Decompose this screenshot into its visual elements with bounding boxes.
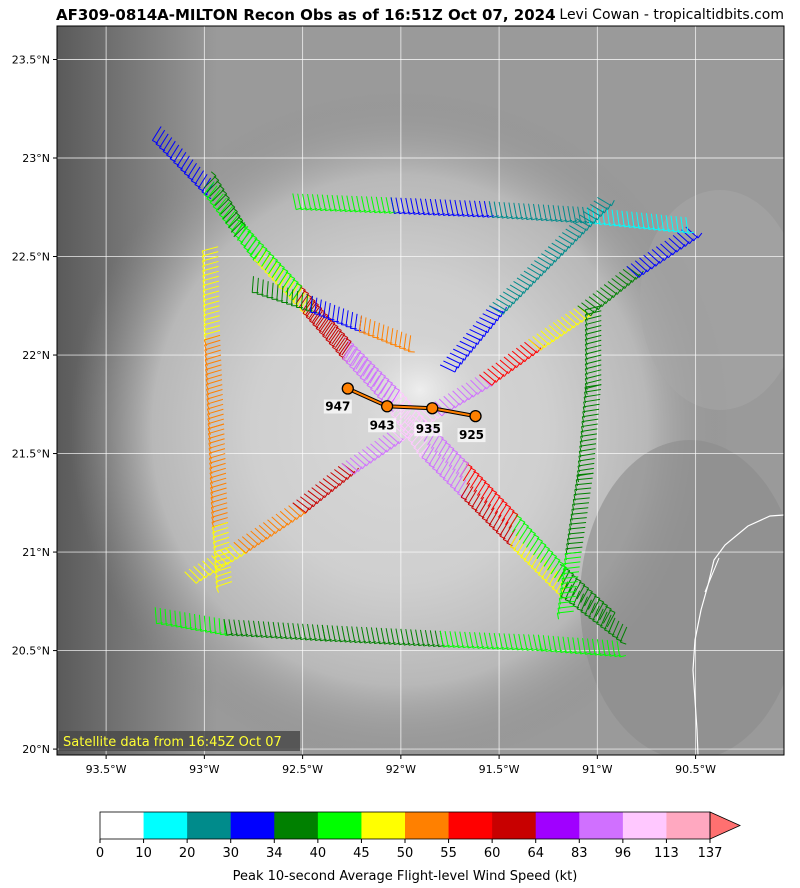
center-fix-marker	[469, 409, 482, 423]
colorbar-tick-label: 40	[310, 846, 327, 861]
colorbar-segment	[230, 812, 275, 839]
colorbar-segment	[274, 812, 319, 839]
wind-barb-segment	[251, 276, 318, 313]
colorbar-segment	[579, 812, 624, 839]
fix-track-line	[347, 387, 476, 418]
colorbar-segment	[361, 812, 406, 839]
wind-barb-segment	[203, 334, 225, 435]
pressure-label-bg	[457, 428, 486, 443]
wind-barb-segment	[528, 305, 595, 351]
colorbar-tick-label: 20	[179, 846, 196, 861]
colorbar-segment	[187, 812, 232, 839]
credit-text: Levi Cowan - tropicaltidbits.com	[559, 7, 784, 23]
lat-tick-label: 23°N	[22, 152, 50, 165]
colorbar-segment	[666, 812, 711, 839]
colorbar-tick-label: 10	[135, 846, 152, 861]
lat-tick-label: 23.5°N	[12, 53, 50, 66]
colorbar-extend-arrow	[709, 811, 741, 840]
wind-barb-segment	[577, 265, 644, 317]
wind-barb-segment	[358, 315, 415, 353]
lat-tick-label: 22.5°N	[12, 251, 50, 264]
wind-barb-segment	[309, 295, 366, 333]
satellite-background	[57, 26, 784, 755]
colorbar-segment	[100, 812, 145, 839]
pressure-label: 925	[459, 428, 484, 442]
wind-barb-segment	[233, 219, 303, 301]
wind-barb-segment	[556, 551, 582, 620]
lat-tick-label: 20°N	[22, 743, 50, 756]
wind-barb-segment	[547, 196, 615, 256]
colorbar-tick-label: 0	[96, 846, 104, 861]
wind-barb-segment	[421, 443, 471, 501]
wind-barb-segment	[207, 423, 229, 534]
lon-tick-label: 92.5°W	[282, 763, 323, 776]
colorbar-tick-label: 113	[654, 846, 679, 861]
wind-barb-segment	[321, 624, 450, 648]
colorbar-tick-label: 137	[698, 846, 723, 861]
center-fix-marker	[341, 382, 354, 395]
lon-tick-label: 93.5°W	[86, 763, 127, 776]
colorbar: 0 10 20 30 34 40 45 50 55 60 64 83 96 113 137	[96, 811, 741, 861]
colorbar-tick-label: 30	[222, 846, 239, 861]
pressure-label-bg	[323, 399, 352, 414]
colorbar-segment	[405, 812, 450, 839]
satellite-note: Satellite data from 16:45Z Oct 07	[63, 735, 282, 750]
colorbar-segment	[535, 812, 580, 839]
lat-tick-label: 21°N	[22, 546, 50, 559]
pressure-label: 935	[416, 422, 441, 436]
pressure-label-bg	[368, 418, 397, 433]
wind-barb-segment	[154, 607, 232, 636]
center-fix-marker	[426, 402, 439, 415]
pressure-label-bg	[414, 422, 443, 437]
wind-barb-segment	[390, 197, 499, 218]
colorbar-segment	[448, 812, 493, 839]
colorbar-tick-label: 60	[484, 846, 501, 861]
wind-barb-segment	[537, 634, 627, 658]
colorbar-tick-label: 45	[353, 846, 370, 861]
lat-tick-label: 21.5°N	[12, 448, 50, 461]
lon-tick-label: 91°W	[582, 763, 612, 776]
wind-barb-segment	[460, 482, 520, 550]
wind-barb-segment	[576, 384, 602, 483]
colorbar-tick-label: 34	[266, 846, 283, 861]
lat-tick-label: 22°N	[22, 349, 50, 362]
colorbar-segment	[622, 812, 667, 839]
colorbar-tick-label: 55	[440, 846, 457, 861]
pressure-label: 943	[370, 418, 395, 432]
colorbar-tick-label: 50	[397, 846, 414, 861]
lon-tick-label: 93°W	[189, 763, 219, 776]
wind-barb-segment	[587, 207, 695, 234]
lat-tick-label: 20.5°N	[12, 645, 50, 658]
colorbar-segment	[492, 812, 537, 839]
satellite-note-box	[59, 731, 300, 751]
colorbar-segment	[317, 812, 362, 839]
center-fix-marker	[380, 400, 394, 413]
plot-frame	[56, 25, 785, 756]
lon-tick-label: 90.5°W	[675, 763, 716, 776]
colorbar-title: Peak 10-second Average Flight-level Wind…	[233, 869, 578, 884]
colorbar-tick-label: 83	[571, 846, 588, 861]
pressure-label: 947	[325, 400, 350, 414]
wind-barb-segment	[184, 541, 251, 584]
colorbar-tick-label: 96	[615, 846, 632, 861]
wind-barb-segment	[584, 305, 602, 395]
lon-tick-label: 92°W	[386, 763, 416, 776]
map-title: AF309-0814A-MILTON Recon Obs as of 16:51…	[56, 6, 556, 24]
colorbar-segment	[143, 812, 188, 839]
wind-barb-segment	[204, 171, 246, 238]
colorbar-tick-label: 64	[527, 846, 544, 861]
wind-barb-segment	[560, 581, 628, 645]
lon-tick-label: 91.5°W	[479, 763, 520, 776]
